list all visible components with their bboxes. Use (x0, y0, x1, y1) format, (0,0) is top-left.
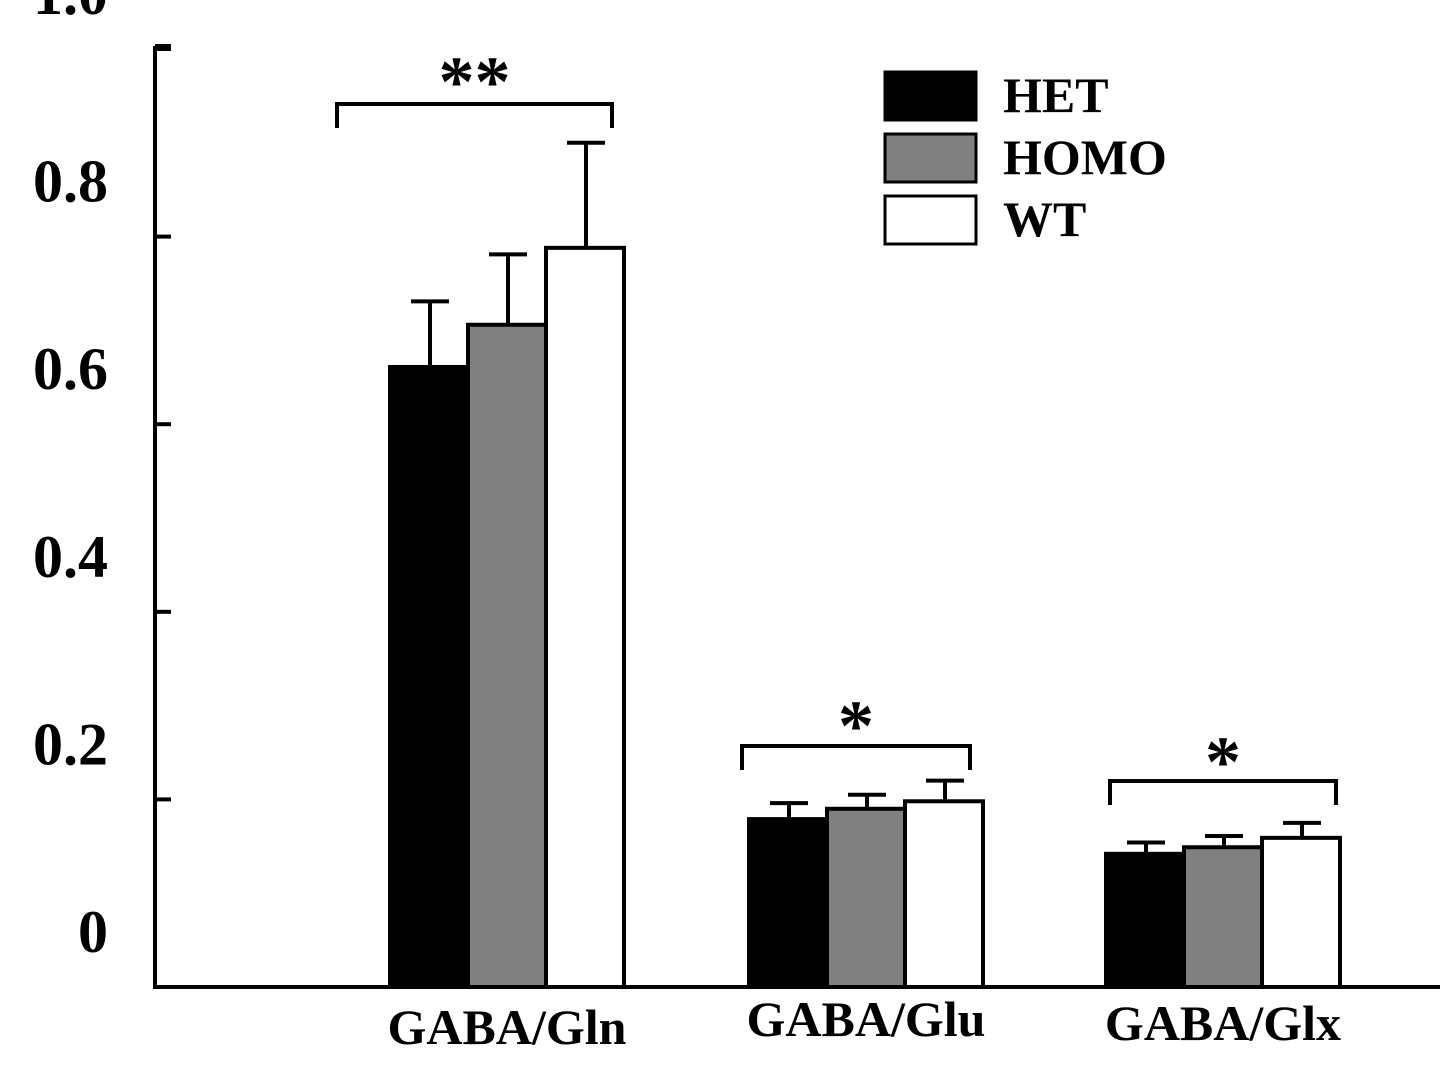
bar-homo (1182, 845, 1264, 989)
x-tick-label: GABA/Glx (1105, 995, 1341, 1051)
legend-swatch-wt (883, 194, 978, 246)
bar-homo (825, 806, 907, 990)
x-tick-label: GABA/Glu (747, 991, 986, 1047)
bar-het (388, 364, 470, 989)
legend-swatch-het (883, 70, 978, 122)
y-tick-label: 0.6 (33, 336, 108, 402)
significance-markers: *** * (335, 42, 1338, 805)
y-tick-label: 0 (78, 899, 108, 965)
bar-het (747, 817, 829, 990)
x-tick-labels: GABA/Gln GABA/Glu GABA/Glx (388, 991, 1342, 1055)
y-tick-label: 1.0 (33, 0, 108, 27)
bar-wt (903, 799, 985, 989)
legend-label: WT (1003, 191, 1086, 247)
legend-swatch-homo (883, 132, 978, 184)
significance-label: * (838, 686, 874, 766)
significance-bracket (740, 744, 972, 770)
significance-bracket (1108, 779, 1338, 805)
y-tick-label: 0.4 (33, 524, 108, 590)
x-tick-label: GABA/Gln (388, 999, 627, 1055)
y-tick-label: 0.2 (33, 711, 108, 777)
bar-wt (1260, 835, 1342, 989)
legend-label: HOMO (1003, 129, 1167, 185)
bars (388, 140, 1342, 990)
significance-label: * (1205, 722, 1241, 802)
legend-label: HET (1003, 67, 1109, 123)
bar-wt (544, 245, 626, 989)
significance-label: ** (439, 42, 511, 122)
y-tick-label: 0.8 (33, 149, 108, 215)
y-tick-labels: 0 0.2 0.4 0.6 0.8 1.0 (33, 0, 108, 965)
bar-het (1104, 851, 1186, 990)
significance-bracket (335, 102, 614, 128)
legend: HET HOMO WT (883, 67, 1167, 247)
bar-homo (466, 322, 548, 990)
